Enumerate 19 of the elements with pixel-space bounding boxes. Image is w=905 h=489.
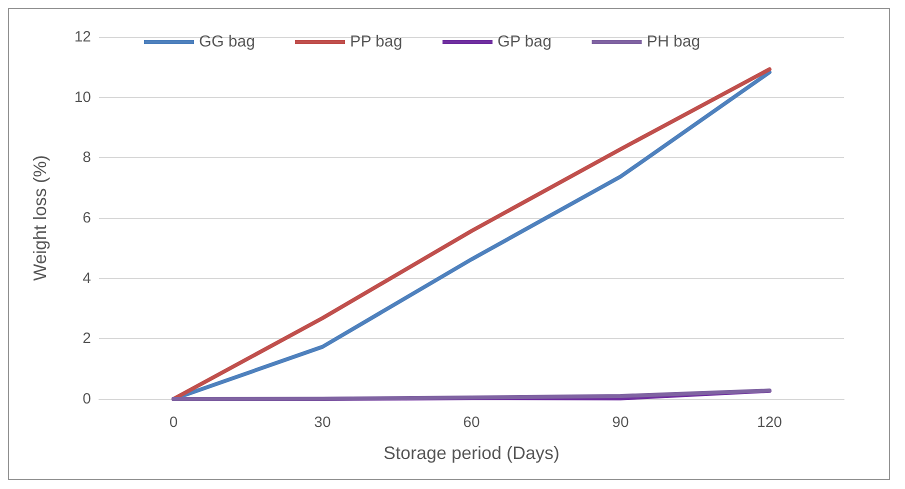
y-tick-label: 2: [82, 330, 91, 348]
x-tick-label: 60: [463, 414, 480, 431]
y-tick-label: 0: [82, 390, 91, 408]
legend-label: GG bag: [199, 34, 256, 50]
legend-label: PH bag: [646, 34, 700, 50]
legend-label: GP bag: [498, 34, 552, 50]
y-tick-label: 8: [82, 149, 91, 166]
x-tick-label: 0: [169, 414, 178, 431]
legend-label: PP bag: [350, 34, 402, 50]
y-tick-label: 4: [82, 270, 91, 287]
y-tick-label: 10: [74, 88, 91, 106]
x-tick-label: 30: [314, 414, 331, 431]
line-series: [172, 388, 772, 401]
y-tick-label: 12: [74, 28, 91, 46]
x-tick-label: 90: [612, 414, 629, 431]
x-axis-title: Storage period (Days): [383, 443, 560, 463]
x-tick-label: 120: [756, 414, 782, 431]
y-axis-title: Weight loss (%): [30, 155, 50, 281]
y-tick-label: 6: [82, 210, 91, 226]
